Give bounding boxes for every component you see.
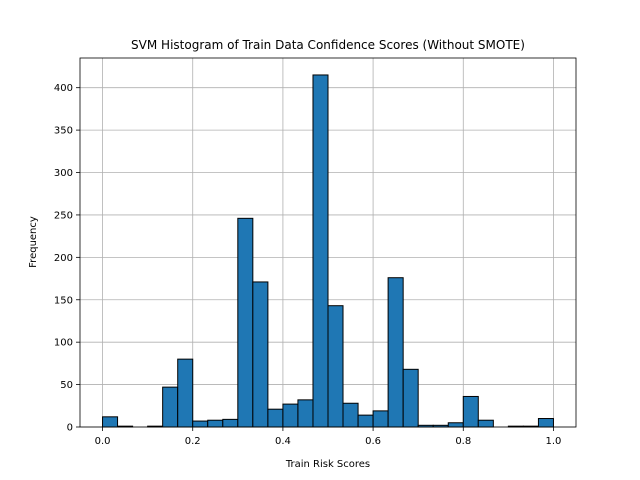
x-tick-label-3: 0.6: [365, 436, 381, 447]
histogram-bar-29: [537, 418, 554, 428]
histogram-bar-11: [267, 408, 284, 428]
histogram-bar-7: [207, 419, 224, 428]
histogram-bar-18: [372, 410, 389, 428]
x-tick-label-2: 0.4: [275, 436, 291, 447]
y-tick-label-8: 400: [54, 83, 73, 94]
chart-title: SVM Histogram of Train Data Confidence S…: [131, 38, 525, 52]
ticks-layer: 0.0 0.2 0.4 0.6 0.8 1.0 0 50 100 150 200 250 300 350 4…: [54, 83, 562, 447]
x-tick-label-4: 0.8: [455, 436, 471, 447]
x-tick-label-1: 0.2: [185, 436, 201, 447]
y-tick-label-3: 150: [54, 295, 73, 306]
y-tick-label-4: 200: [54, 253, 73, 264]
histogram-bar-6: [192, 420, 209, 428]
histogram-bar-24: [462, 395, 479, 428]
histogram-bar-25: [477, 419, 494, 428]
y-tick-label-7: 350: [54, 126, 73, 137]
histogram-bar-15: [327, 305, 344, 428]
histogram-bar-14: [312, 74, 329, 428]
x-tick-label-5: 1.0: [546, 436, 562, 447]
histogram-bar-0: [102, 416, 119, 428]
y-tick-label-5: 250: [54, 210, 73, 221]
histogram-bar-13: [297, 399, 314, 428]
histogram-bar-5: [177, 358, 194, 428]
y-tick-label-6: 300: [54, 168, 73, 179]
histogram-bar-4: [162, 386, 179, 428]
histogram-bar-8: [222, 418, 239, 428]
histogram-bar-23: [447, 422, 464, 428]
plot-frame: [79, 57, 577, 428]
histogram-bar-10: [252, 281, 269, 428]
x-axis-title: Train Risk Scores: [285, 459, 370, 470]
bars-layer: [102, 74, 554, 428]
y-axis-title: Frequency: [28, 216, 39, 268]
histogram-bar-12: [282, 403, 299, 428]
histogram-bar-19: [387, 277, 404, 428]
histogram-bar-9: [237, 217, 254, 428]
histogram-bar-17: [357, 414, 374, 428]
y-tick-label-2: 100: [54, 338, 73, 349]
y-tick-label-0: 0: [67, 423, 73, 434]
histogram-bar-20: [402, 368, 419, 428]
x-tick-label-0: 0.0: [95, 436, 111, 447]
histogram-bar-16: [342, 402, 359, 428]
y-tick-label-1: 50: [60, 380, 73, 391]
